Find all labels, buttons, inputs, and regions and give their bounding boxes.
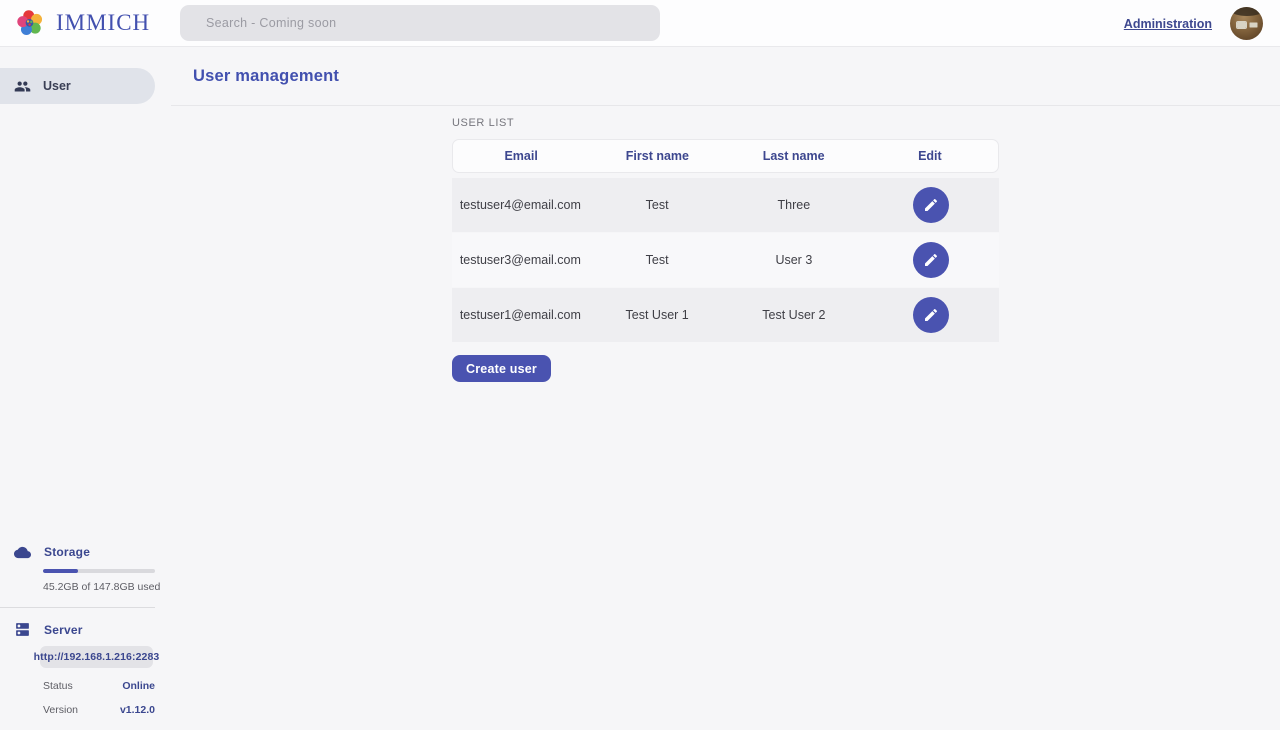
navbar-right: Administration bbox=[1124, 0, 1263, 47]
edit-user-button[interactable] bbox=[912, 242, 949, 278]
storage-progress-fill bbox=[43, 568, 78, 573]
col-header-email: Email bbox=[504, 149, 538, 163]
col-header-first-name: First name bbox=[625, 149, 689, 163]
table-row: testuser4@email.com Test Three bbox=[452, 178, 999, 232]
cell-last-name: Three bbox=[777, 198, 811, 212]
users-group-icon bbox=[14, 78, 31, 95]
storage-title: Storage bbox=[44, 545, 91, 559]
page-header: User management bbox=[171, 47, 1280, 106]
storage-usage-text: 45.2GB of 147.8GB used bbox=[43, 581, 161, 593]
server-status-value: Online bbox=[122, 680, 155, 692]
table-row: testuser3@email.com Test User 3 bbox=[452, 233, 999, 287]
server-status-row: Status Online bbox=[43, 680, 155, 692]
cell-first-name: Test bbox=[645, 198, 669, 212]
server-url-chip: http://192.168.1.216:2283 bbox=[34, 646, 159, 668]
table-header-row: Email First name Last name Edit bbox=[452, 139, 999, 173]
col-header-last-name: Last name bbox=[762, 149, 825, 163]
pencil-icon bbox=[924, 308, 937, 321]
storage-progress-bar bbox=[43, 568, 155, 573]
user-table: Email First name Last name Edit testuser… bbox=[452, 139, 999, 342]
server-icon bbox=[14, 621, 31, 638]
cell-first-name: Test bbox=[645, 253, 669, 267]
cell-email: testuser1@email.com bbox=[459, 308, 581, 322]
user-list-label: USER LIST bbox=[452, 117, 515, 129]
pencil-icon bbox=[924, 198, 937, 211]
server-version-row: Version v1.12.0 bbox=[43, 704, 155, 716]
brand-name: IMMICH bbox=[56, 10, 151, 35]
main-area: User management USER LIST Email First na… bbox=[171, 47, 1280, 730]
sidebar: User Storage 45.2GB of 147.8GB used Serv… bbox=[0, 47, 171, 730]
server-section-header: Server bbox=[0, 621, 171, 638]
user-avatar[interactable] bbox=[1230, 7, 1263, 40]
server-status-label: Status bbox=[43, 680, 73, 692]
sidebar-item-user-label: User bbox=[43, 79, 71, 93]
page-content: USER LIST Email First name Last name Edi… bbox=[171, 106, 1280, 382]
create-user-button[interactable]: Create user bbox=[452, 355, 551, 382]
edit-user-button[interactable] bbox=[912, 187, 949, 223]
sidebar-divider bbox=[0, 607, 155, 608]
col-header-edit: Edit bbox=[918, 149, 942, 163]
cell-email: testuser3@email.com bbox=[459, 253, 581, 267]
cell-email: testuser4@email.com bbox=[459, 198, 581, 212]
cell-last-name: User 3 bbox=[775, 253, 813, 267]
top-navbar: IMMICH Administration bbox=[0, 0, 1280, 47]
brand: IMMICH bbox=[0, 7, 165, 40]
sidebar-bottom: Storage 45.2GB of 147.8GB used Server ht… bbox=[0, 544, 171, 730]
edit-user-button[interactable] bbox=[912, 297, 949, 333]
immich-logo-icon bbox=[17, 9, 43, 35]
cloud-icon bbox=[14, 544, 31, 561]
sidebar-item-user[interactable]: User bbox=[0, 68, 155, 104]
search-input[interactable] bbox=[180, 5, 660, 41]
server-title: Server bbox=[44, 622, 83, 637]
cell-last-name: Test User 2 bbox=[762, 308, 826, 322]
pencil-icon bbox=[924, 253, 937, 266]
server-version-label: Version bbox=[43, 704, 79, 716]
table-row: testuser1@email.com Test User 1 Test Use… bbox=[452, 288, 999, 342]
page-title: User management bbox=[193, 66, 340, 85]
server-version-value: v1.12.0 bbox=[119, 704, 155, 716]
storage-section-header: Storage bbox=[0, 544, 171, 561]
administration-link[interactable]: Administration bbox=[1123, 16, 1212, 31]
cell-first-name: Test User 1 bbox=[625, 308, 689, 322]
